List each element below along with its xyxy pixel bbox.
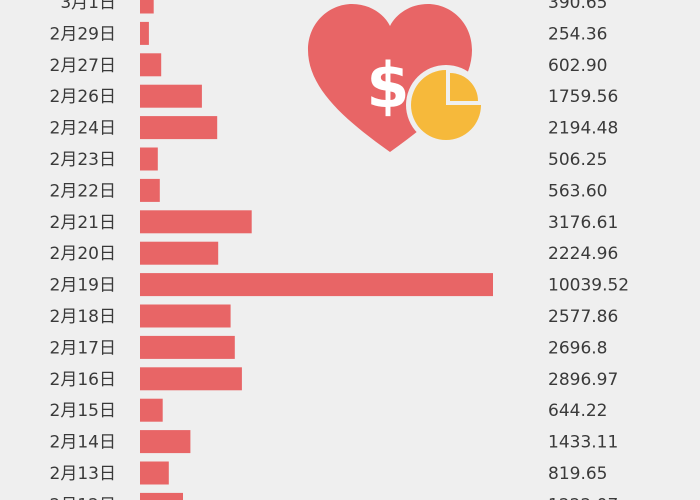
category-label: 2月13日: [50, 464, 116, 484]
value-label: 2194.48: [548, 119, 618, 139]
bar: [140, 430, 191, 454]
category-label: 2月29日: [50, 24, 116, 44]
bar: [140, 147, 158, 171]
bar: [140, 0, 154, 14]
value-label: 506.25: [548, 150, 607, 170]
category-label: 2月12日: [50, 495, 116, 500]
heart-dollar-pie-icon: $: [308, 4, 486, 152]
value-label: 2577.86: [548, 307, 618, 327]
bar: [140, 335, 235, 359]
category-label: 2月24日: [50, 119, 116, 139]
bar: [140, 367, 242, 391]
value-label: 2896.97: [548, 370, 618, 390]
category-label: 2月26日: [50, 87, 116, 107]
category-label: 2月23日: [50, 150, 116, 170]
value-label: 390.65: [548, 0, 607, 13]
bar: [140, 304, 231, 328]
value-label: 819.65: [548, 464, 607, 484]
category-label: 2月20日: [50, 244, 116, 264]
bar: [140, 398, 163, 422]
value-label: 3176.61: [548, 213, 618, 233]
category-label: 2月18日: [50, 307, 116, 327]
category-label: 2月17日: [50, 338, 116, 358]
bar: [140, 273, 493, 297]
bar: [140, 241, 219, 265]
value-label: 254.36: [548, 24, 607, 44]
value-label: 602.90: [548, 56, 607, 76]
value-label: 1759.56: [548, 87, 618, 107]
value-label: 2696.8: [548, 338, 607, 358]
category-label: 3月1日: [60, 0, 116, 13]
category-label: 2月14日: [50, 433, 116, 453]
value-label: 10039.52: [548, 276, 629, 296]
bars-layer: [140, 0, 493, 500]
labels-layer: 3月1日 390.65 2月29日 254.36 2月27日 602.90 2月26日 175…: [50, 0, 630, 500]
pie-slice: [450, 73, 478, 101]
category-label: 2月16日: [50, 370, 116, 390]
bar: [140, 116, 218, 140]
bar: [140, 84, 202, 108]
bar: [140, 492, 183, 500]
dollar-icon: $: [366, 49, 409, 122]
value-label: 563.60: [548, 181, 607, 201]
value-label: 1433.11: [548, 433, 618, 453]
bar: [140, 210, 252, 234]
category-label: 2月22日: [50, 181, 116, 201]
bar: [140, 178, 160, 202]
category-label: 2月21日: [50, 213, 116, 233]
bar: [140, 53, 162, 77]
category-label: 2月27日: [50, 56, 116, 76]
value-label: 644.22: [548, 401, 607, 421]
value-label: 1222.07: [548, 495, 618, 500]
bar: [140, 21, 149, 45]
bar: [140, 461, 169, 485]
value-label: 2224.96: [548, 244, 618, 264]
category-label: 2月15日: [50, 401, 116, 421]
category-label: 2月19日: [50, 276, 116, 296]
